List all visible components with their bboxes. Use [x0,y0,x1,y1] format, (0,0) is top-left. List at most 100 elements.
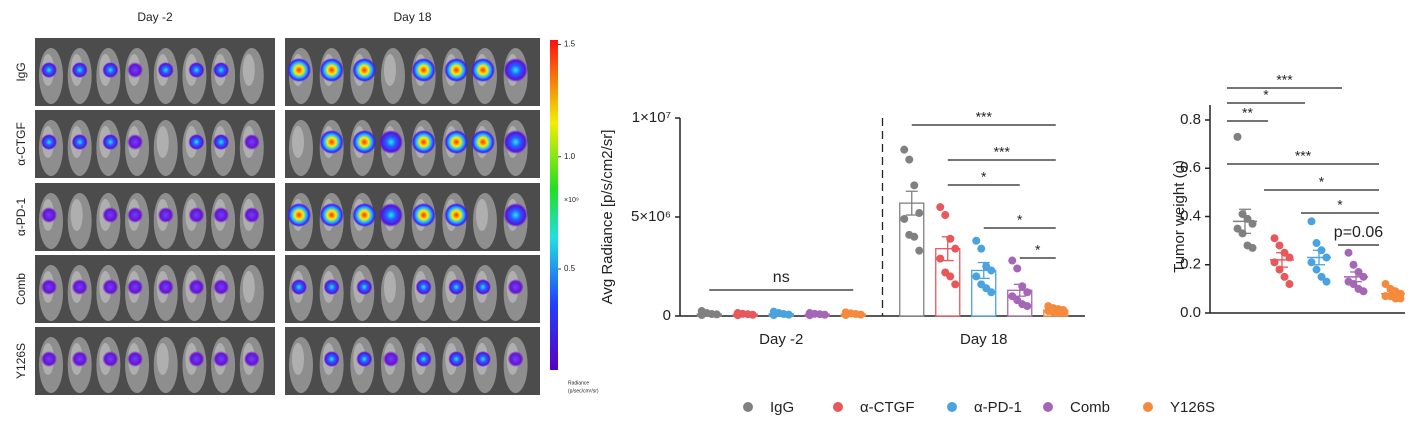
signal-blob [415,351,432,367]
signal-blob [319,130,344,154]
mouse-image [285,327,540,395]
signal-blob [102,134,119,150]
signal-blob [470,58,495,82]
data-point [946,234,955,243]
signal-blob [411,130,436,154]
signal-blob [213,351,230,367]
data-point [1018,282,1027,291]
data-point [1233,224,1242,233]
colorbar-label: (p/sec/cm²/sr) [568,388,599,394]
x-tick-label: Day 18 [960,331,1008,348]
signal-blob [287,58,311,82]
signal-blob [415,279,432,295]
significance-label: * [981,169,987,185]
data-point [936,254,945,263]
data-point [915,209,924,218]
signal-blob [323,279,340,295]
data-point [1285,280,1294,289]
mouse-highlight [242,271,255,303]
data-point [841,311,850,320]
column-heading: Day -2 [137,10,173,24]
signal-blob [188,62,205,78]
mouse-image [35,255,275,323]
x-tick-label: Day -2 [759,331,803,348]
significance-label: * [1035,242,1041,258]
signal-blob [474,279,491,295]
signal-blob [352,130,377,154]
mouse-highlight [383,54,396,86]
signal-blob [102,207,119,223]
data-point [1317,272,1326,281]
signal-blob [243,207,260,223]
signal-blob [102,62,119,78]
signal-blob [444,58,469,82]
signal-blob [213,62,230,78]
mouse-highlight [156,343,169,375]
data-point [1349,260,1358,269]
data-point [972,236,981,245]
mouse-image [285,110,540,178]
colorbar-unit: ×10⁹ [564,197,579,204]
y-axis-label: Tumor weight (g) [1171,160,1188,273]
signal-blob [448,279,465,295]
signal-blob [102,279,119,295]
signal-blob [127,351,144,367]
row-label: α-CTGF [14,122,28,166]
data-point [910,181,919,190]
significance-label: * [1263,87,1269,103]
data-point [900,214,909,223]
signal-blob [213,207,230,223]
data-point [1275,241,1284,250]
signal-blob [213,134,230,150]
data-point [856,310,865,319]
data-point [905,155,914,164]
data-point [951,280,960,289]
legend-marker [743,402,753,412]
legend-marker [1043,402,1053,412]
y-tick-label: 0.2 [1180,256,1201,273]
row-label: Y126S [14,343,28,379]
y-tick-label: 0 [663,307,671,324]
data-point [936,203,945,212]
legend-marker [833,402,843,412]
significance-label: *** [1276,72,1293,88]
data-point [1248,243,1257,252]
mouse-image [35,183,275,251]
data-point [1280,272,1289,281]
signal-blob [243,351,260,367]
signal-blob [127,279,144,295]
signal-blob [291,279,307,295]
mouse-image [35,38,275,106]
mouse-highlight [292,126,304,158]
mouse-highlight [242,54,255,86]
signal-blob [71,279,88,295]
data-point [1344,248,1353,257]
data-point [1059,309,1068,318]
signal-blob [41,207,57,223]
data-point [805,311,814,320]
colorbar [550,40,558,370]
mouse-highlight [475,199,488,231]
data-point [1359,287,1368,296]
signal-blob [188,207,205,223]
data-point [900,145,909,154]
significance-label: *** [1295,148,1312,164]
signal-blob [41,351,57,367]
signal-blob [448,351,465,367]
data-point [1008,256,1017,265]
legend-label: α-CTGF [860,399,915,416]
data-point [972,272,981,281]
legend-marker [1143,402,1153,412]
signal-blob [382,351,399,367]
significance-label: p=0.06 [1334,224,1383,241]
signal-blob [356,351,373,367]
data-point [784,310,793,319]
mouse-image [285,183,540,251]
signal-blob [352,58,377,82]
data-point [946,272,955,281]
legend-label: Y126S [1170,399,1215,416]
data-point [1023,302,1032,311]
significance-label: *** [994,144,1011,160]
data-point [987,266,996,275]
signal-blob [41,62,57,78]
